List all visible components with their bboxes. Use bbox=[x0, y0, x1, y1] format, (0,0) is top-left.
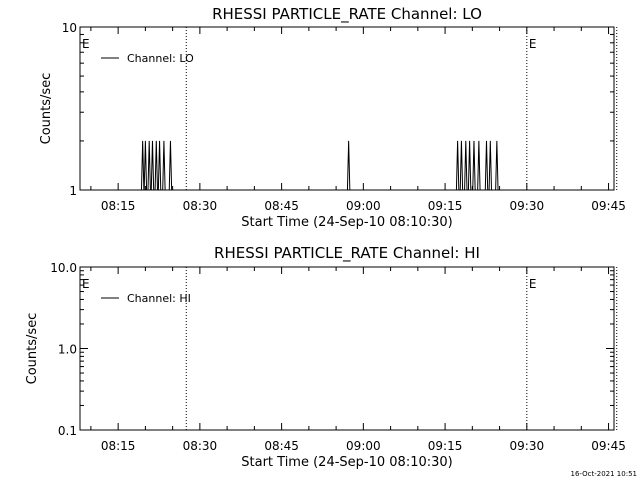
data-spike bbox=[472, 140, 476, 191]
y-tick-label: 10 bbox=[62, 21, 77, 35]
x-tick-label: 08:30 bbox=[183, 439, 218, 453]
y-axis-label: Counts/sec bbox=[25, 313, 40, 385]
x-axis-label: Start Time (24-Sep-10 08:10:30) bbox=[241, 215, 452, 230]
data-spike bbox=[464, 140, 468, 191]
data-spike bbox=[140, 140, 145, 191]
legend-label: Channel: HI bbox=[127, 292, 191, 305]
data-spike bbox=[162, 140, 166, 191]
y-tick-label: 1.0 bbox=[58, 343, 77, 357]
x-axis-label: Start Time (24-Sep-10 08:10:30) bbox=[241, 455, 452, 470]
data-spike bbox=[168, 140, 173, 191]
chart-title: RHESSI PARTICLE_RATE Channel: LO bbox=[212, 5, 482, 24]
x-tick-label: 09:15 bbox=[428, 199, 463, 213]
y-tick-label: 0.1 bbox=[58, 424, 77, 438]
x-tick-label: 08:30 bbox=[183, 199, 218, 213]
x-tick-label: 09:30 bbox=[510, 439, 545, 453]
x-tick-label: 09:15 bbox=[428, 439, 463, 453]
data-spike bbox=[154, 140, 158, 191]
data-spike bbox=[143, 140, 148, 191]
x-tick-label: 08:15 bbox=[101, 199, 136, 213]
data-spike bbox=[484, 140, 489, 191]
data-spike bbox=[157, 140, 162, 191]
chart-panel-hi: RHESSI PARTICLE_RATE Channel: HI 08:15 08:… bbox=[25, 244, 626, 470]
data-spike bbox=[147, 140, 151, 191]
legend-label: Channel: LO bbox=[127, 52, 194, 65]
x-tick-label: 09:30 bbox=[510, 199, 545, 213]
x-tick-label: 08:45 bbox=[264, 199, 299, 213]
x-tick-label: 09:45 bbox=[591, 439, 626, 453]
event-marker-label: E bbox=[529, 277, 537, 291]
chart-panel-lo: RHESSI PARTICLE_RATE Channel: LO 08:15 08:… bbox=[39, 5, 626, 230]
data-spike bbox=[455, 140, 460, 191]
data-spike bbox=[477, 140, 481, 191]
data-spike bbox=[467, 140, 472, 191]
event-marker-label: E bbox=[82, 37, 90, 51]
event-marker-label: E bbox=[82, 277, 90, 291]
x-tick-label: 08:15 bbox=[101, 439, 136, 453]
y-tick-label: 10.0 bbox=[50, 261, 77, 275]
plot-frame bbox=[79, 26, 615, 191]
data-spike bbox=[150, 140, 155, 191]
event-marker-label: E bbox=[529, 37, 537, 51]
data-spike bbox=[495, 140, 499, 191]
chart-title: RHESSI PARTICLE_RATE Channel: HI bbox=[214, 244, 480, 263]
data-spike bbox=[488, 140, 493, 191]
x-tick-label: 09:45 bbox=[591, 199, 626, 213]
x-tick-label: 09:00 bbox=[346, 199, 381, 213]
y-tick-label: 1 bbox=[69, 184, 77, 198]
x-tick-label: 08:45 bbox=[264, 439, 299, 453]
y-axis-label: Counts/sec bbox=[39, 73, 54, 145]
data-spike bbox=[346, 140, 351, 191]
timestamp: 16-Oct-2021 10:51 bbox=[571, 470, 637, 478]
x-tick-label: 09:00 bbox=[346, 439, 381, 453]
data-spike bbox=[459, 140, 464, 191]
